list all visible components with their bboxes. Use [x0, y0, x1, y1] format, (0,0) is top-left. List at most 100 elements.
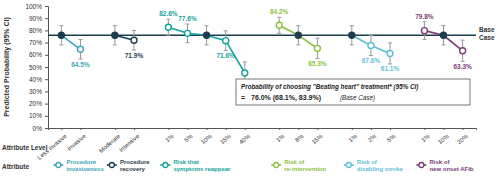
x-tick: 15% — [311, 128, 325, 145]
point — [276, 22, 282, 28]
legend-label: Procedurerecovery — [120, 159, 150, 172]
y-tick-mark — [45, 116, 48, 117]
y-tick-mark — [45, 104, 48, 105]
y-tick-label: 30% — [29, 88, 42, 95]
annotation-equals: = — [241, 94, 245, 101]
y-tick: 10% — [29, 112, 48, 119]
legend: AttributeProcedureinvasivenessProcedurer… — [2, 159, 474, 172]
point — [112, 32, 118, 38]
series-line — [168, 27, 244, 73]
point — [368, 43, 374, 49]
y-tick: 30% — [29, 88, 48, 95]
x-tick-label: 20% — [456, 133, 470, 146]
x-tick: 1% — [275, 128, 286, 143]
x-axis-line — [49, 129, 477, 131]
error-bar-cap — [296, 25, 300, 26]
y-tick-label: 10% — [29, 112, 42, 119]
series-line — [424, 31, 462, 51]
data-label: 71.6% — [216, 52, 235, 59]
point — [387, 50, 393, 56]
error-bar-cap — [224, 50, 228, 51]
y-tick-mark — [45, 43, 48, 44]
x-tick: 15% — [219, 128, 233, 145]
y-tick: 80% — [29, 27, 48, 34]
x-tick: 1% — [420, 128, 431, 143]
x-tick-mark — [424, 128, 425, 130]
error-bar-cap — [369, 35, 373, 36]
y-tick: 20% — [29, 100, 48, 107]
x-tick-label: Invasive — [66, 133, 87, 152]
error-bar-cap — [277, 17, 281, 18]
y-tick-label: 60% — [29, 51, 42, 58]
y-tick-mark — [45, 55, 48, 56]
data-label: 77.6% — [178, 15, 197, 22]
error-bar — [132, 31, 136, 51]
x-tick-label: Moderate — [98, 133, 122, 154]
y-tick: 40% — [29, 76, 48, 83]
data-label: 63.3% — [453, 63, 472, 70]
error-bar-cap — [78, 59, 82, 60]
error-bar-cap — [422, 39, 426, 40]
y-tick-mark — [45, 79, 48, 80]
error-bar — [78, 40, 82, 60]
data-label: 71.9% — [125, 52, 144, 59]
x-tick-label: 15% — [311, 133, 325, 146]
y-tick: 50% — [29, 64, 48, 71]
error-bar — [388, 43, 392, 64]
annotation-note: (Base Case) — [340, 94, 375, 102]
y-axis-line — [45, 7, 49, 129]
error-bar-cap — [350, 25, 354, 26]
error-bar-cap — [369, 55, 373, 56]
point — [223, 38, 229, 44]
x-tick: 20% — [456, 128, 470, 145]
error-bar — [461, 40, 465, 61]
x-tick-mark — [245, 128, 246, 130]
y-tick-label: 0% — [33, 125, 43, 132]
legend-swatch-marker — [163, 163, 168, 168]
point — [204, 32, 210, 38]
y-tick-mark — [45, 128, 48, 129]
annotation-value: 76.0% (68.1%, 83.9%) — [251, 94, 321, 102]
x-axis: Less invasiveInvasiveModerateIntensive1%… — [36, 128, 476, 161]
error-bar — [350, 26, 354, 45]
data-label: 61.1% — [381, 65, 400, 72]
x-tick: 5% — [183, 128, 194, 143]
x-tick: 40% — [238, 128, 252, 145]
legend-swatch-marker — [346, 163, 351, 168]
series-line — [279, 25, 317, 48]
x-tick-label: 1% — [275, 133, 286, 144]
x-tick-label: 1% — [420, 133, 431, 144]
error-bar-cap — [185, 42, 189, 43]
y-tick-mark — [45, 18, 48, 19]
legend-label: Risk thatsymptoms reappear — [173, 159, 231, 172]
error-bar-cap — [205, 25, 209, 26]
y-tick-mark — [45, 67, 48, 68]
y-axis: 0%10%20%30%40%50%60%70%80%90%100% — [25, 3, 48, 132]
error-bar-cap — [461, 40, 465, 41]
y-axis-title: Predicted Probability (95% CI) — [3, 17, 11, 117]
point — [131, 37, 137, 43]
error-bar-cap — [461, 61, 465, 62]
plot-area — [48, 17, 476, 84]
x-tick-mark — [352, 128, 353, 130]
x-tick-label: 1% — [164, 133, 175, 144]
x-tick-mark — [226, 128, 227, 130]
y-tick: 90% — [29, 15, 48, 22]
legend-label: Risk ofre-intervention — [284, 159, 326, 172]
legend-swatch-marker — [274, 163, 279, 168]
point — [165, 24, 171, 30]
error-bar — [59, 26, 63, 45]
y-tick-mark — [45, 6, 48, 7]
x-tick-mark — [390, 128, 391, 130]
x-tick-label: 5% — [183, 133, 194, 144]
error-bar-cap — [78, 39, 82, 40]
legend-swatch-marker — [419, 163, 424, 168]
error-bar — [422, 22, 426, 40]
error-bar-cap — [59, 44, 63, 45]
error-bar-cap — [113, 44, 117, 45]
annotation-text: Probability of choosing "Beating heart" … — [241, 83, 418, 91]
chart: 0%10%20%30%40%50%60%70%80%90%100%Predict… — [0, 0, 500, 183]
point — [242, 70, 248, 76]
y-tick: 100% — [25, 3, 48, 10]
x-tick-label: 15% — [219, 133, 233, 146]
